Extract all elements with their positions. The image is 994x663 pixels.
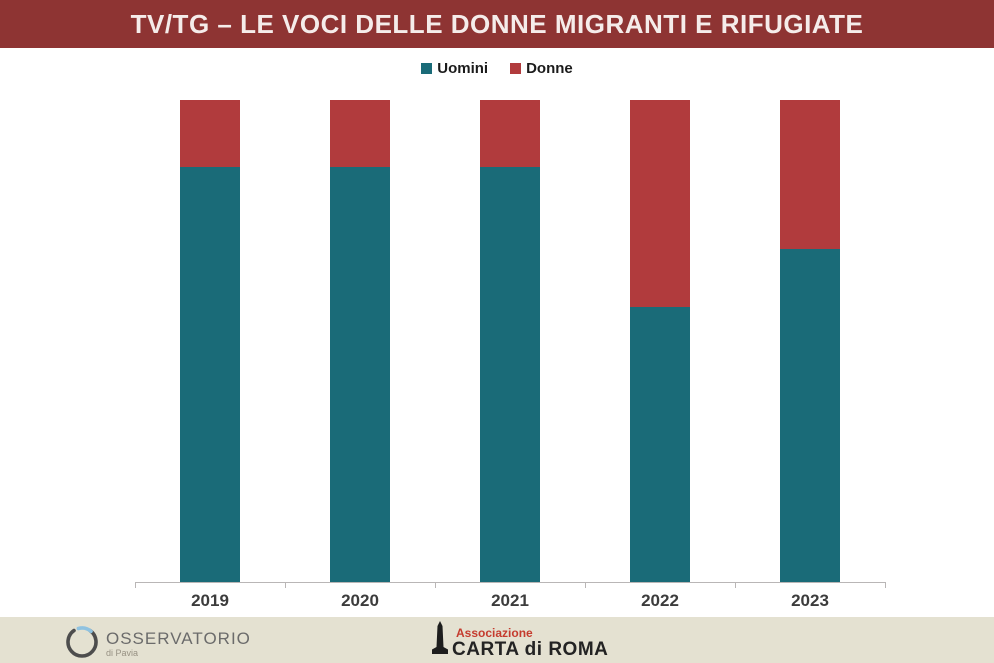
segment-donne-2022 [630,100,690,308]
legend-swatch-donne [510,63,522,74]
osservatorio-name: OSSERVATORIO [106,629,251,648]
x-axis-tick [135,582,136,588]
x-axis-label-2023: 2023 [791,591,829,610]
osservatorio-subtitle: di Pavia [106,648,139,658]
obelisk-icon [428,620,452,663]
page-title: TV/TG – LE VOCI DELLE DONNE MIGRANTI E R… [130,8,864,39]
bar-2023 [780,100,840,582]
x-axis-tick [285,582,286,588]
segment-donne-2021 [480,100,540,168]
x-axis-label-2019: 2019 [191,591,229,610]
x-axis-line [135,582,886,583]
chart-legend: Uomini Donne [0,60,994,77]
carta-association-label: Associazione [456,626,533,640]
segment-donne-2023 [780,100,840,250]
legend-label: Uomini [437,60,489,77]
segment-uomini-2019 [180,167,240,582]
bar-2021 [480,100,540,582]
osservatorio-logo-text: OSSERVATORIO di Pavia [106,630,251,658]
x-axis-label-2020: 2020 [341,591,379,610]
carta-di-roma-logo-text: Associazione CARTA di ROMA [452,627,608,659]
x-axis-label-2022: 2022 [641,591,679,610]
segment-uomini-2020 [330,167,390,582]
x-axis-tick [735,582,736,588]
legend-label: Donne [526,60,573,77]
osservatorio-di-pavia-logo-icon [62,620,102,663]
footer: OSSERVATORIO di Pavia Associazione CARTA… [0,617,994,663]
carta-di-roma-name: CARTA di ROMA [452,639,609,660]
legend-item-donne: Donne [510,60,573,77]
legend-item-uomini: Uomini [421,60,488,77]
legend-swatch-uomini [421,63,433,74]
segment-donne-2019 [180,100,240,168]
segment-uomini-2021 [480,167,540,582]
segment-uomini-2022 [630,307,690,582]
x-axis-tick [435,582,436,588]
x-axis-label-2021: 2021 [491,591,529,610]
x-axis-tick [585,582,586,588]
bar-2019 [180,100,240,582]
segment-uomini-2023 [780,249,840,582]
x-axis-tick [885,582,886,588]
bar-2020 [330,100,390,582]
title-banner: TV/TG – LE VOCI DELLE DONNE MIGRANTI E R… [0,0,994,48]
stacked-bar-plot-area [135,100,885,582]
bar-2022 [630,100,690,582]
segment-donne-2020 [330,100,390,168]
